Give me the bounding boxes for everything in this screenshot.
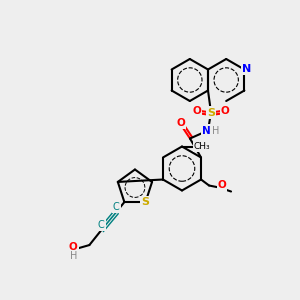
- Text: O: O: [220, 106, 230, 116]
- Text: O: O: [69, 242, 78, 252]
- Text: S: S: [142, 197, 149, 207]
- Text: O: O: [218, 181, 226, 190]
- Text: O: O: [193, 106, 201, 116]
- Text: C: C: [113, 202, 120, 212]
- Text: S: S: [207, 107, 215, 118]
- Text: C: C: [98, 220, 105, 230]
- Text: O: O: [177, 118, 185, 128]
- Text: CH₃: CH₃: [194, 142, 210, 151]
- Text: H: H: [70, 251, 77, 261]
- Text: H: H: [212, 125, 220, 136]
- Text: N: N: [202, 125, 210, 136]
- Text: N: N: [242, 64, 251, 74]
